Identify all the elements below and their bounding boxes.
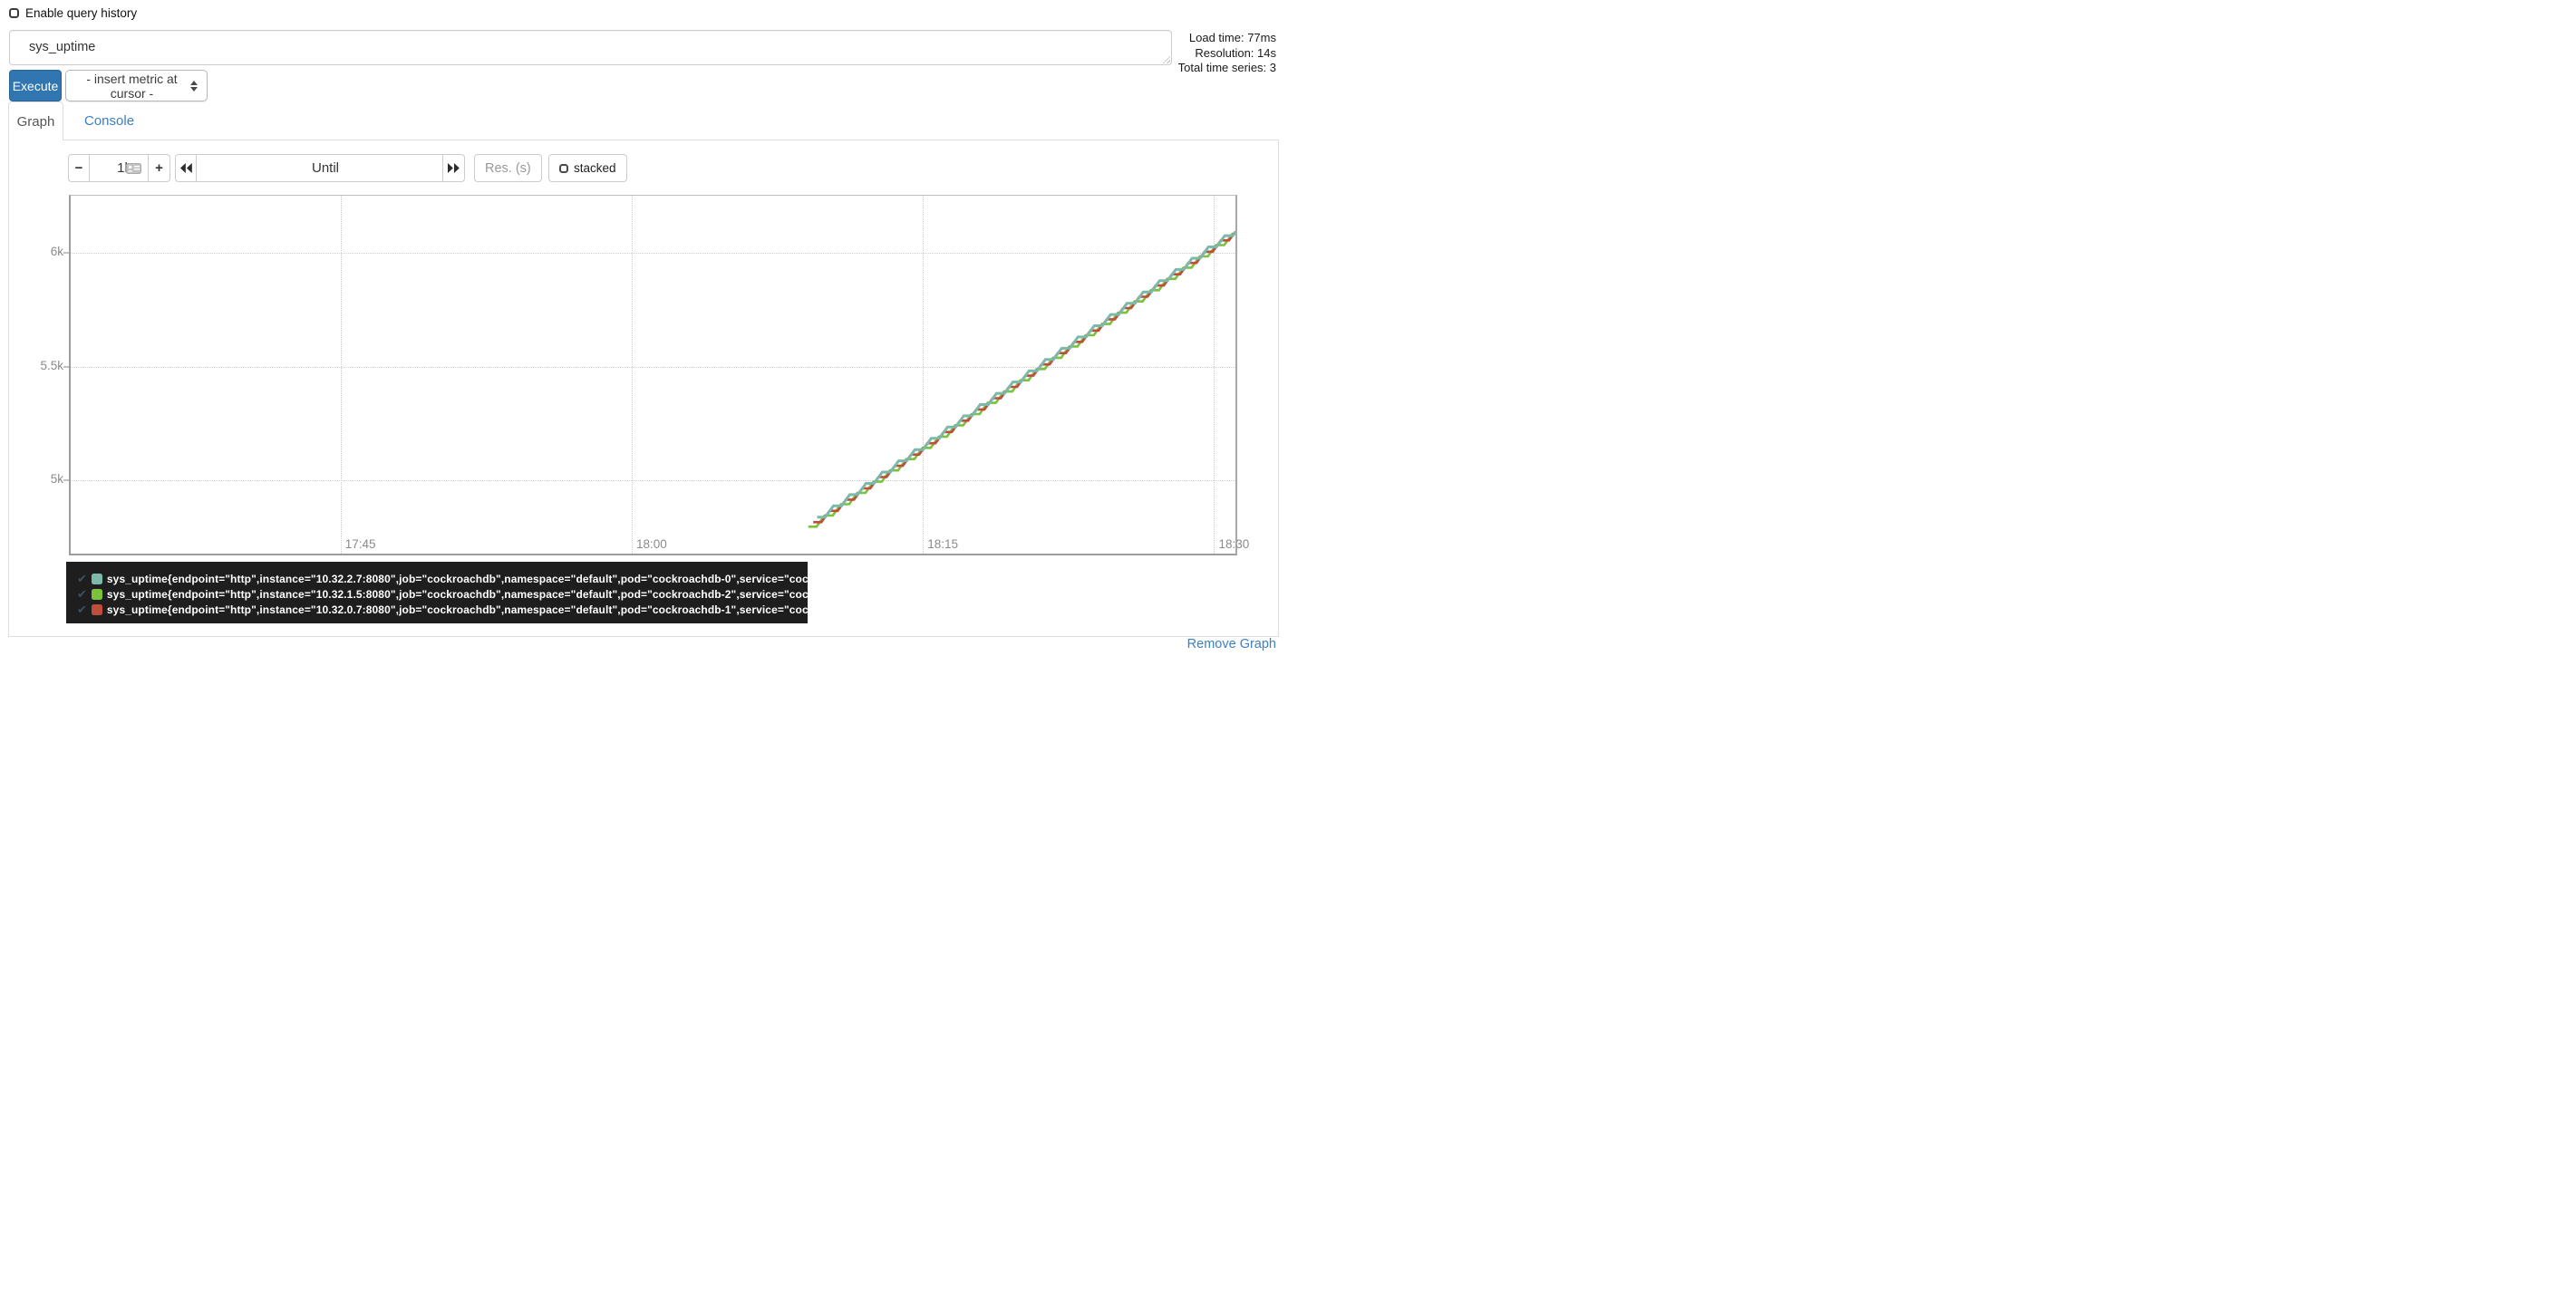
tab-console[interactable]: Console [71, 101, 148, 140]
resolution-text: Resolution: 14s [1195, 45, 1276, 60]
range-decrease-button[interactable]: − [68, 154, 90, 182]
load-time-text: Load time: 77ms [1188, 31, 1276, 44]
remove-graph-link[interactable]: Remove Graph [1186, 637, 1276, 651]
autofill-contact-icon[interactable] [126, 163, 141, 174]
execute-button[interactable]: Execute [9, 70, 62, 101]
insert-metric-select[interactable]: - insert metric at cursor - [65, 70, 208, 101]
enable-query-history-control[interactable]: Enable query history [9, 6, 137, 20]
time-control-group: Until [175, 154, 465, 182]
query-history-label: Enable query history [25, 6, 138, 20]
legend-color-swatch [91, 573, 102, 584]
expression-input[interactable]: sys_uptime [9, 30, 1172, 65]
until-input[interactable]: Until [197, 154, 443, 182]
series-lines [808, 230, 1235, 528]
stacked-label: stacked [574, 161, 616, 175]
x-gridline [1214, 196, 1215, 554]
y-gridline [71, 366, 1235, 368]
double-right-arrow-icon [448, 163, 460, 173]
range-increase-button[interactable]: + [149, 154, 170, 182]
time-back-button[interactable] [175, 154, 197, 182]
series-line [817, 231, 1235, 519]
chart-plot-area[interactable]: 5k 5.5k 6k 17:45 18:00 18:15 18:30 [40, 195, 1249, 555]
x-gridline [631, 196, 633, 554]
range-input[interactable]: 1h [90, 154, 149, 182]
legend-series-label: sys_uptime{endpoint="http",instance="10.… [106, 572, 868, 585]
double-left-arrow-icon [179, 163, 192, 173]
legend-item[interactable]: ✔ sys_uptime{endpoint="http",instance="10… [77, 571, 867, 586]
tab-graph-label: Graph [16, 113, 55, 130]
resolution-placeholder: Res. (s) [485, 160, 531, 176]
resolution-input[interactable]: Res. (s) [474, 154, 542, 182]
y-tick-mark [63, 479, 69, 482]
until-placeholder: Until [311, 160, 339, 176]
textarea-resize-grip-icon[interactable] [1162, 55, 1170, 63]
x-gridline [923, 196, 925, 554]
y-tick-label: 5.5k [40, 358, 63, 372]
select-arrows-icon [190, 80, 198, 92]
y-tick-label: 6k [50, 244, 63, 258]
legend-series-label: sys_uptime{endpoint="http",instance="10.… [106, 587, 868, 601]
tab-console-label: Console [84, 112, 135, 129]
stacked-toggle[interactable]: stacked [548, 154, 627, 182]
y-tick-label: 5k [50, 472, 63, 487]
x-tick-label: 18:00 [635, 537, 667, 551]
legend-color-swatch [91, 588, 102, 600]
tab-graph[interactable]: Graph [8, 101, 63, 140]
legend-color-swatch [91, 603, 102, 615]
y-tick-mark [63, 251, 69, 254]
legend-item[interactable]: ✔ sys_uptime{endpoint="http",instance="10… [77, 602, 867, 617]
prometheus-expression-browser: Enable query history Load time: 77ms Res… [0, 0, 1288, 656]
legend-check-icon[interactable]: ✔ [77, 572, 87, 585]
y-gridline [71, 480, 1235, 482]
query-stats: Load time: 77ms Resolution: 14s Total ti… [1178, 31, 1276, 76]
x-tick-label: 18:30 [1218, 537, 1250, 551]
range-control-group: − 1h + [68, 154, 170, 182]
total-series-text: Total time series: 3 [1177, 61, 1276, 74]
query-input-wrap: sys_uptime [9, 30, 1172, 65]
x-tick-label: 17:45 [344, 537, 376, 551]
x-gridline [340, 196, 342, 554]
legend-check-icon[interactable]: ✔ [77, 603, 87, 616]
legend-item[interactable]: ✔ sys_uptime{endpoint="http",instance="10… [77, 586, 867, 602]
y-gridline [71, 252, 1235, 254]
chart-legend: ✔ sys_uptime{endpoint="http",instance="10… [66, 562, 867, 623]
graph-panel: − 1h + Until [8, 140, 1279, 637]
time-forward-button[interactable] [443, 154, 465, 182]
legend-series-label: sys_uptime{endpoint="http",instance="10.… [106, 603, 868, 616]
query-history-checkbox[interactable] [9, 8, 19, 18]
insert-metric-selected-value: - insert metric at cursor - [86, 71, 178, 101]
stacked-checkbox[interactable] [559, 163, 568, 173]
legend-check-icon[interactable]: ✔ [77, 587, 87, 601]
y-tick-mark [63, 365, 69, 368]
x-tick-label: 18:15 [927, 537, 958, 551]
